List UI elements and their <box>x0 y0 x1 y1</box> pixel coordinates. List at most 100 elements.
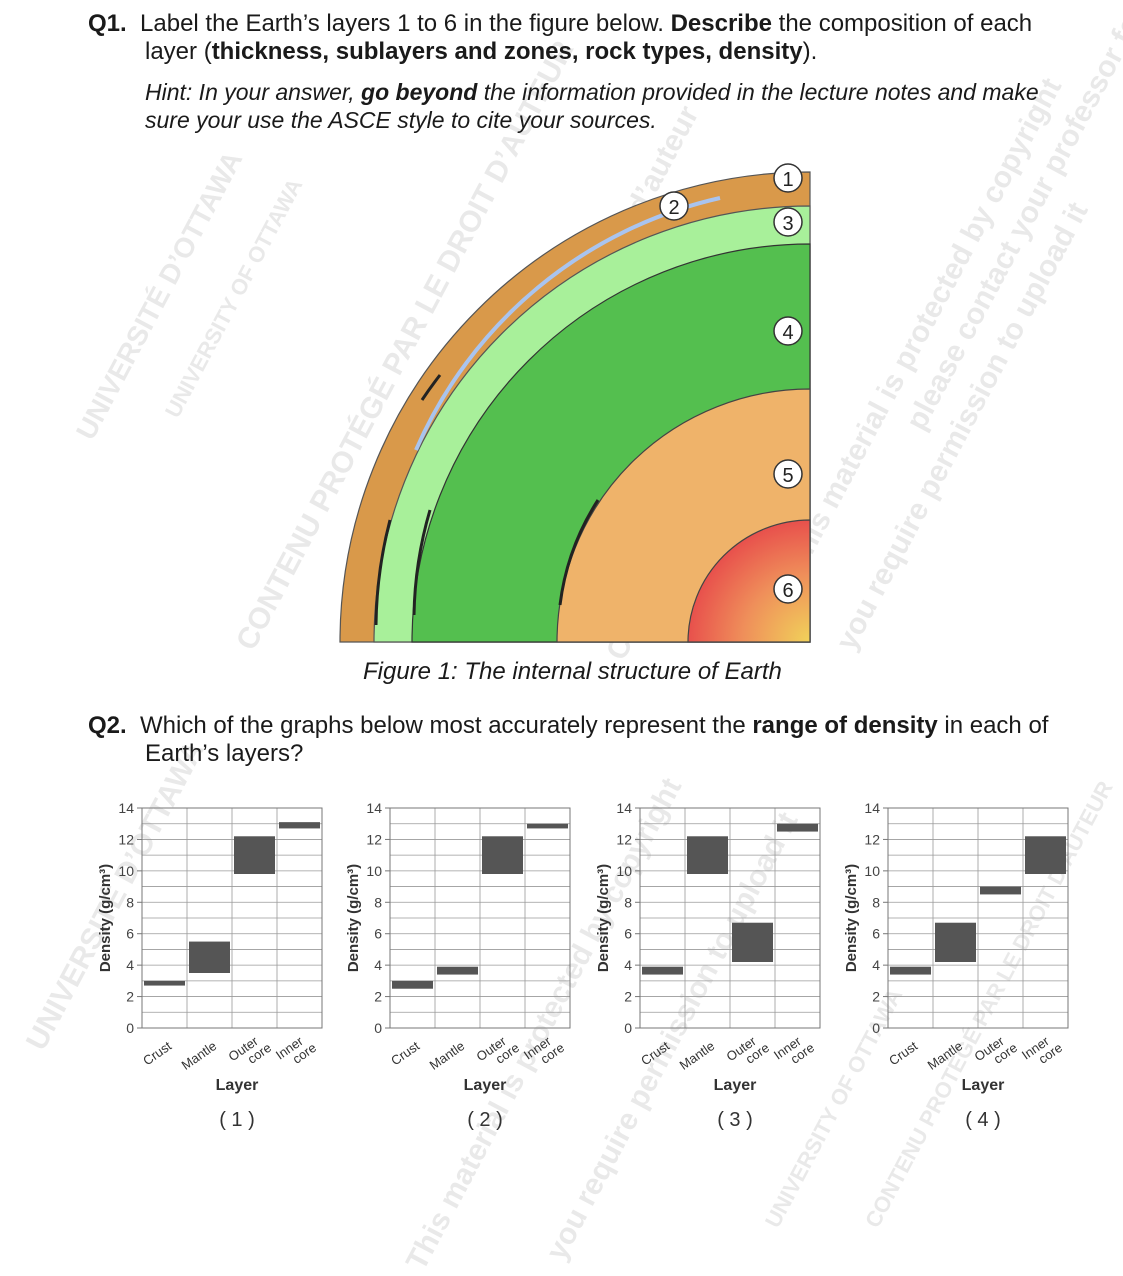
y-tick-label: 0 <box>126 1020 134 1036</box>
y-tick-label: 8 <box>624 894 632 910</box>
plot-frame <box>639 807 821 1029</box>
y-tick-label: 6 <box>374 926 382 942</box>
density-range-bar <box>687 836 728 874</box>
category-label: Mantle <box>925 1038 966 1073</box>
q1-emphasis-composition: thickness, sublayers and zones, rock typ… <box>211 38 803 65</box>
watermark-text: you require permission to upload it <box>830 196 1095 656</box>
layer-inner-core <box>687 519 811 643</box>
density-chart-2: 0 2 4 6 8 10 12 14 Crust Mantle OutercoreInnercore… <box>345 800 571 1131</box>
q2-number: Q2. <box>88 712 127 739</box>
y-tick-label: 10 <box>118 863 134 879</box>
svg-text:2: 2 <box>668 197 679 219</box>
layer-label-6: 6 <box>773 574 803 604</box>
plot-frame <box>141 807 323 1029</box>
category-label: Outercore <box>724 1029 772 1075</box>
watermark-text: This material is protected by copyright <box>780 72 1069 576</box>
y-tick-label: 0 <box>374 1020 382 1036</box>
y-axis-label: Density (g/cm³) <box>843 864 860 972</box>
density-range-bar <box>482 836 523 874</box>
y-tick-label: 14 <box>118 800 134 816</box>
svg-text:3: 3 <box>782 213 793 235</box>
y-tick-label: 4 <box>624 957 632 973</box>
y-tick-label: 0 <box>872 1020 880 1036</box>
y-tick-label: 8 <box>872 894 880 910</box>
y-tick-label: 2 <box>624 989 632 1005</box>
density-range-bar <box>935 922 976 962</box>
plot-frame <box>389 807 571 1029</box>
q2-text: Which of the graphs below most accuratel… <box>140 712 746 739</box>
q1-hint-line-1: Hint: In your answer, go beyond the info… <box>145 78 1039 106</box>
y-axis-label: Density (g/cm³) <box>97 864 114 972</box>
q1-hint-line-2: sure your use the ASCE style to cite you… <box>145 107 657 133</box>
q1-text: Label the Earth’s layers 1 to 6 in the f… <box>140 10 664 37</box>
svg-text:1: 1 <box>782 169 793 191</box>
y-tick-label: 6 <box>624 926 632 942</box>
q1-text: the composition of each <box>778 10 1033 37</box>
layer-label-5: 5 <box>773 459 803 489</box>
layer-label-4: 4 <box>773 316 803 346</box>
y-tick-label: 14 <box>864 800 880 816</box>
boundary-stroke <box>558 499 600 606</box>
y-tick-label: 4 <box>872 957 880 973</box>
category-label: Crust <box>388 1038 422 1068</box>
y-axis-label: Density (g/cm³) <box>595 864 612 972</box>
q2-line-2: Earth’s layers? <box>145 740 304 767</box>
density-range-bar <box>732 922 773 962</box>
chart-caption: ( 1 ) <box>219 1109 255 1131</box>
density-chart-3: 0 2 4 6 8 10 12 14 Crust Mantle OutercoreInnercore… <box>595 800 821 1131</box>
hint-emphasis: go beyond <box>361 79 478 105</box>
svg-text:5: 5 <box>782 465 793 487</box>
density-range-bar <box>642 966 683 975</box>
plot-frame <box>887 807 1069 1029</box>
category-label: Mantle <box>427 1038 468 1073</box>
chart-caption: ( 4 ) <box>965 1109 1001 1131</box>
density-range-bar <box>980 886 1021 895</box>
category-label: Innercore <box>273 1029 319 1073</box>
q1-line-1: Q1. Label the Earth’s layers 1 to 6 in t… <box>88 10 1032 38</box>
y-tick-label: 14 <box>366 800 382 816</box>
density-range-bar <box>189 941 230 973</box>
q1-emphasis-describe: Describe <box>670 10 772 37</box>
category-label: Crust <box>638 1038 672 1068</box>
hint-text: the information provided in the lecture … <box>483 79 1039 105</box>
y-tick-label: 8 <box>374 894 382 910</box>
boundary-stroke <box>412 509 432 616</box>
density-range-bar <box>144 980 185 986</box>
y-tick-label: 12 <box>118 831 134 847</box>
y-tick-label: 2 <box>374 989 382 1005</box>
layer-label-3: 3 <box>773 207 803 237</box>
category-label: Crust <box>886 1038 920 1068</box>
y-tick-label: 6 <box>126 926 134 942</box>
y-tick-label: 4 <box>126 957 134 973</box>
y-tick-label: 2 <box>872 989 880 1005</box>
density-range-bar <box>890 966 931 975</box>
density-range-bar <box>437 966 478 975</box>
category-label: Mantle <box>677 1038 718 1073</box>
svg-text:6: 6 <box>782 580 793 602</box>
density-range-bar <box>279 822 320 829</box>
y-tick-label: 8 <box>126 894 134 910</box>
y-tick-label: 12 <box>366 831 382 847</box>
category-label: Innercore <box>1019 1029 1065 1073</box>
hint-text: Hint: In your answer, <box>145 79 355 105</box>
density-chart-4: 0 2 4 6 8 10 12 14 Crust Mantle OutercoreInnercore… <box>843 800 1069 1131</box>
x-axis-label: Layer <box>714 1077 757 1094</box>
svg-text:4: 4 <box>782 322 793 344</box>
category-label: Mantle <box>179 1038 220 1073</box>
x-axis-label: Layer <box>962 1077 1005 1094</box>
q1-number: Q1. <box>88 10 127 37</box>
y-tick-label: 10 <box>616 863 632 879</box>
y-tick-label: 12 <box>864 831 880 847</box>
x-axis-label: Layer <box>216 1077 259 1094</box>
category-label: Crust <box>140 1038 174 1068</box>
density-range-bar <box>234 836 275 874</box>
watermark-text: UNIVERSITÉ D’OTTAWA <box>70 146 249 445</box>
category-label: Innercore <box>771 1029 817 1073</box>
boundary-stroke <box>374 519 392 626</box>
watermark-text: UNIVERSITY OF OTTAWA <box>160 174 308 422</box>
density-chart-1: 0 2 4 6 8 10 12 14 Crust Mantle OutercoreInnercore… <box>97 800 323 1131</box>
watermark-text: please contact your professor for clarif… <box>900 0 1123 436</box>
density-range-bar <box>777 823 818 832</box>
q2-line-1: Q2. Which of the graphs below most accur… <box>88 712 1048 740</box>
figure-caption: Figure 1: The internal structure of Eart… <box>363 658 782 685</box>
